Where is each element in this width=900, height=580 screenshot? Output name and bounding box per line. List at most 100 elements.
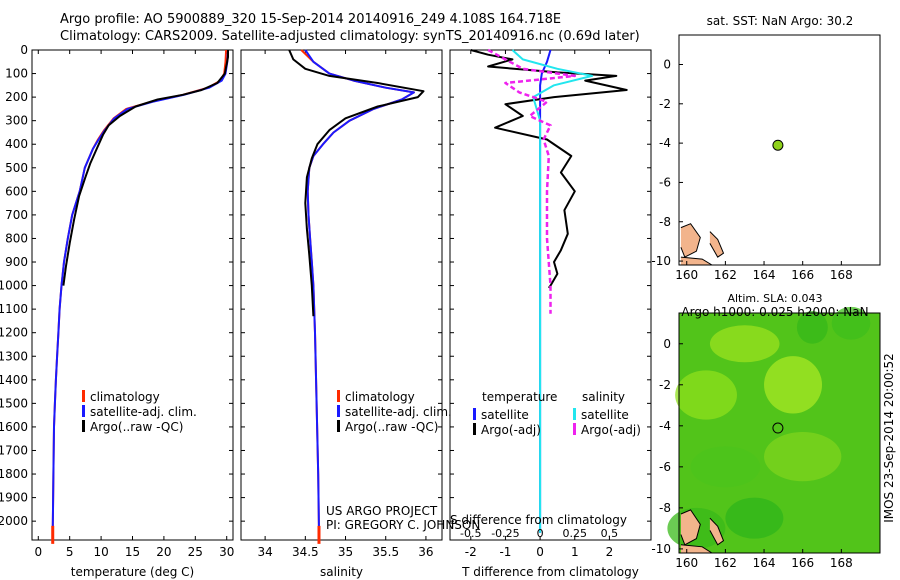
x-tick-label: -2 [465, 545, 477, 559]
y-tick-label: 1300 [0, 349, 28, 363]
y-tick-label: 1200 [0, 326, 28, 340]
plot-frame-1 [31, 49, 234, 541]
series-line-climatology [51, 49, 228, 533]
sla-anomaly [764, 356, 823, 414]
y-tick-label: 600 [5, 184, 28, 198]
x-tick-label: 160 [675, 268, 698, 282]
sla-title: Altim. SLA: 0.043 [727, 292, 822, 305]
legend-entry-label: Argo(..raw -QC) [345, 420, 438, 434]
x-tick-label: 34 [257, 545, 272, 559]
series-line-argo-raw-qc- [288, 49, 425, 317]
sla-anomaly [796, 310, 828, 344]
y-tick-label: 1700 [0, 443, 28, 457]
title-line-2: Climatology: CARS2009. Satellite-adjuste… [60, 29, 640, 44]
x-tick-label-top: 0.5 [601, 527, 619, 540]
x-tick-label: 30 [219, 545, 234, 559]
argo-float-marker [772, 422, 784, 434]
plot-frame-2 [240, 49, 443, 541]
map-frame-1 [678, 34, 881, 266]
legend-entry-swatch [337, 420, 340, 432]
bottom-marker [317, 525, 321, 544]
legend-entry-label: climatology [345, 390, 415, 404]
y-tick-label: 400 [5, 137, 28, 151]
y-tick-label: 0 [663, 337, 671, 351]
x-axis-label-t-difference: T difference from climatology [461, 565, 639, 579]
island-1 [709, 231, 725, 258]
map-frame-2 [678, 312, 881, 554]
sla-anomaly [725, 497, 784, 539]
x-tick-label: 168 [830, 556, 853, 570]
x-tick-label-top: -0.25 [491, 527, 519, 540]
y-tick-label: -6 [659, 175, 671, 189]
legend-entry-label: climatology [90, 390, 160, 404]
y-tick-label: -10 [651, 254, 671, 268]
legend-entry-label: satellite-adj. clim. [345, 405, 452, 419]
legend-entry-swatch [473, 408, 476, 420]
y-tick-label: 1400 [0, 373, 28, 387]
x-tick-label: 20 [156, 545, 171, 559]
x-tick-label: 0 [34, 545, 42, 559]
legend-entry-label: satellite-adj. clim. [90, 405, 197, 419]
legend-entry-swatch [82, 405, 85, 417]
y-tick-label: 1800 [0, 467, 28, 481]
y-tick-label: 800 [5, 231, 28, 245]
series-line-argo-raw-qc- [62, 50, 229, 286]
y-tick-label: 100 [5, 67, 28, 81]
y-tick-label: 700 [5, 208, 28, 222]
y-tick-label: 200 [5, 90, 28, 104]
y-tick-label: 300 [5, 114, 28, 128]
x-tick-label: 160 [675, 556, 698, 570]
legend-entry-label: satellite [581, 408, 629, 422]
x-tick-label: -1 [499, 545, 511, 559]
x-tick-label: 168 [830, 268, 853, 282]
x-tick-label: 1 [571, 545, 579, 559]
sst-title: sat. SST: NaN Argo: 30.2 [707, 14, 854, 28]
bottom-marker [51, 525, 55, 544]
y-tick-label: 1500 [0, 396, 28, 410]
x-tick-label: 162 [714, 556, 737, 570]
y-tick-label: 900 [5, 255, 28, 269]
y-tick-label: 1900 [0, 491, 28, 505]
sla-anomaly [831, 306, 871, 340]
x-tick-label: 164 [753, 556, 776, 570]
y-tick-label: -8 [659, 501, 671, 515]
x-tick-label: 162 [714, 268, 737, 282]
series-line-salinity-argo-adj- [487, 48, 577, 314]
x-tick-label: 166 [791, 556, 814, 570]
legend-entry-label: Argo(-adj) [581, 423, 641, 437]
title-line-1: Argo profile: AO 5900889_320 15-Sep-2014… [60, 12, 562, 27]
x-axis-label-salinity: salinity [320, 565, 363, 579]
y-tick-label: -2 [659, 97, 671, 111]
legend-entry-swatch [573, 408, 576, 420]
legend-entry-swatch [82, 390, 85, 402]
sla-anomaly [690, 446, 761, 488]
x-tick-label: 5 [66, 545, 74, 559]
legend-entry-label: satellite [481, 408, 529, 422]
island-1 [680, 256, 714, 266]
legend-entry-swatch [573, 423, 576, 435]
x-tick-label: 166 [791, 268, 814, 282]
legend-entry-label: Argo(-adj) [481, 423, 541, 437]
island-2 [709, 517, 725, 546]
x-tick-label: 10 [93, 545, 108, 559]
y-tick-label: 1100 [0, 302, 28, 316]
x-axis-label-temperature: temperature (deg C) [71, 565, 194, 579]
x-tick-label: 2 [606, 545, 614, 559]
legend-entry-swatch [337, 405, 340, 417]
y-tick-label: 500 [5, 161, 28, 175]
y-tick-label: -4 [659, 136, 671, 150]
sla-anomaly [764, 431, 842, 482]
island-2 [680, 509, 701, 546]
legend-entry-swatch [473, 423, 476, 435]
x-tick-label-top: 0 [537, 527, 544, 540]
y-tick-label: 0 [663, 57, 671, 71]
project-label: US ARGO PROJECT [326, 504, 438, 518]
x-tick-label: 25 [188, 545, 203, 559]
y-tick-label: -2 [659, 378, 671, 392]
y-tick-label: 0 [20, 43, 28, 57]
legend-title-salinity: salinity [582, 390, 625, 404]
y-tick-label: 1600 [0, 420, 28, 434]
sla-subtitle: Argo h1000: 0.025 h2000: NaN [681, 305, 868, 319]
legend-entry-swatch [337, 390, 340, 402]
